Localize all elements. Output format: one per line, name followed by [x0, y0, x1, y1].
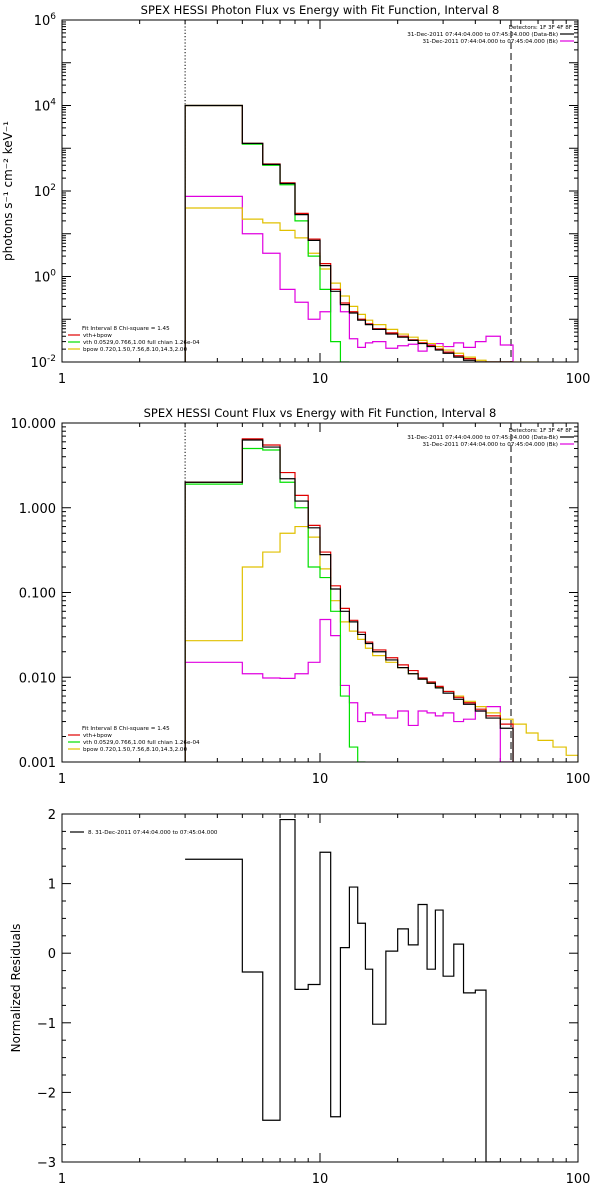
photon-ytick-exp: 2 — [50, 183, 56, 193]
resid-axes-frame — [61, 813, 579, 1163]
resid-series-data — [185, 818, 501, 1162]
photon-series-bpow — [184, 207, 539, 362]
photon-legend-text: 31-Dec-2011 07:44:04.000 to 07:45:04.000… — [407, 32, 558, 38]
resid-ytick-label: −2 — [37, 1086, 56, 1101]
count-series-bkg — [184, 618, 514, 762]
photon-series-bkg — [184, 195, 514, 362]
count-title: SPEX HESSI Count Flux vs Energy with Fit… — [144, 406, 497, 420]
count-ytick-label: 1.000 — [19, 502, 56, 517]
resid-ylabel: Normalized Residuals — [9, 924, 23, 1053]
resid-ytick-label: 1 — [48, 878, 56, 893]
count-ytick-label: 10.000 — [11, 417, 57, 432]
photon-xtick-label: 1 — [58, 372, 66, 387]
photon-title: SPEX HESSI Photon Flux vs Energy with Fi… — [141, 3, 500, 17]
photon-legend-text: 31-Dec-2011 07:44:04.000 to 07:45:04.000… — [422, 39, 558, 45]
photon-fit-legend-header: Fit Interval 8 Chi-square = 1.45 — [82, 326, 170, 332]
photon-ytick-exp: 0 — [50, 269, 56, 279]
count-xtick-label: 1 — [58, 772, 66, 787]
photon-ytick-label: 106 — [34, 12, 57, 29]
count-fit-legend-text: vth+bpow — [83, 733, 112, 739]
photon-ytick-exp: 4 — [50, 98, 56, 108]
photon-series-data — [184, 104, 514, 362]
photon-ytick-label: 104 — [34, 98, 57, 115]
photon-fit-legend-text: bpow 0.720,1.50,7.56,8.10,14.3,2.00 — [83, 347, 187, 353]
photon-ytick-base: 10 — [34, 271, 51, 286]
resid-ytick-label: −1 — [37, 1017, 56, 1032]
resid-ytick-label: 0 — [48, 947, 56, 962]
photon-legend-header: Detectors: 1F 3F 4F 8F — [509, 25, 572, 31]
count-axes-frame — [61, 422, 579, 763]
count-series-bpow — [184, 525, 578, 762]
photon-series-vth — [184, 104, 350, 362]
count-legend-text: 31-Dec-2011 07:44:04.000 to 07:45:04.000… — [407, 435, 558, 441]
count-series-vth — [184, 447, 366, 762]
resid-xtick-label: 1 — [58, 1172, 66, 1187]
count-ytick-label: 0.010 — [19, 671, 56, 686]
photon-ytick-base: 10 — [30, 356, 47, 371]
count-legend-header: Detectors: 1F 3F 4F 8F — [509, 428, 572, 434]
count-fit-legend-header: Fit Interval 8 Chi-square = 1.45 — [82, 726, 170, 732]
count-panel: SPEX HESSI Count Flux vs Energy with Fit… — [11, 406, 591, 787]
photon-ytick-base: 10 — [34, 185, 51, 200]
photon-series-total — [184, 104, 514, 362]
resid-legend-text: 8. 31-Dec-2011 07:44:04.000 to 07:45:04.… — [88, 830, 218, 836]
resid-panel: Normalized Residuals 1 10 100 −3 −2 −1 0 1 2 8. 31… — [9, 808, 590, 1187]
photon-ytick-exp: -2 — [47, 354, 56, 364]
resid-ytick-label: −3 — [37, 1156, 56, 1171]
count-legend-text: 31-Dec-2011 07:44:04.000 to 07:45:04.000… — [422, 442, 558, 448]
photon-fit-legend-text: vth+bpow — [83, 333, 112, 339]
count-fit-legend-text: bpow 0.720,1.50,7.56,8.10,14.3,2.00 — [83, 747, 187, 753]
photon-fit-legend-text: vth 0.0529,0.766,1.00 full chian 1.26e-0… — [83, 340, 200, 346]
resid-ytick-label: 2 — [48, 808, 56, 823]
photon-ytick-base: 10 — [34, 14, 51, 29]
photon-axes-frame — [61, 19, 579, 363]
resid-xtick-label: 100 — [566, 1172, 591, 1187]
photon-xtick-label: 100 — [566, 372, 591, 387]
photon-panel: SPEX HESSI Photon Flux vs Energy with Fi… — [1, 3, 590, 387]
resid-xtick-label: 10 — [312, 1172, 329, 1187]
photon-ylabel: photons s⁻¹ cm⁻² keV⁻¹ — [1, 121, 15, 261]
photon-xtick-label: 10 — [312, 372, 329, 387]
count-ytick-label: 0.001 — [19, 756, 56, 771]
photon-ytick-exp: 6 — [50, 12, 56, 22]
count-fit-legend-text: vth 0.0529,0.766,1.00 full chian 1.26e-0… — [83, 740, 200, 746]
photon-ytick-base: 10 — [34, 100, 51, 115]
count-ytick-label: 0.100 — [19, 587, 56, 602]
count-xtick-label: 100 — [566, 772, 591, 787]
count-xtick-label: 10 — [312, 772, 329, 787]
photon-ytick-label: 10-2 — [30, 354, 56, 371]
photon-ytick-label: 102 — [34, 183, 56, 200]
count-series-data — [184, 439, 514, 762]
photon-ytick-label: 100 — [34, 269, 57, 286]
